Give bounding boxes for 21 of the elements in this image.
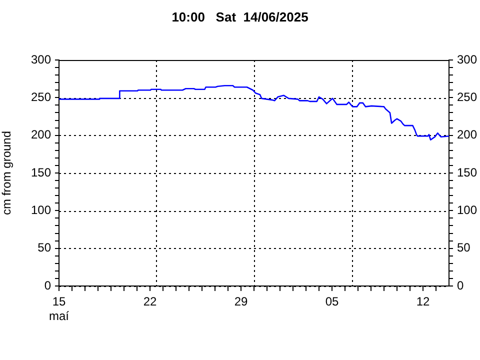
- y-axis-title: cm from ground: [0, 130, 14, 216]
- y-tick-label: 300: [30, 52, 52, 66]
- y-tick-label: 150: [30, 165, 52, 180]
- y-tick-label: 50: [38, 240, 52, 255]
- y-tick-label: 250: [30, 90, 52, 104]
- y2-tick-label: 50: [457, 240, 471, 255]
- chart-title: 10:00 Sat 14/06/2025: [172, 9, 308, 24]
- x-tick-label: 15 maí: [48, 294, 70, 323]
- y2-tick-label: 200: [457, 128, 478, 142]
- x-tick-label: 12: [416, 294, 430, 309]
- x-tick-label: 22: [143, 294, 157, 309]
- x-tick-label: 29: [234, 294, 248, 309]
- y-tick-label: 100: [30, 202, 52, 217]
- y-tick-label: 200: [30, 128, 52, 142]
- y-tick-label: 0: [44, 278, 52, 292]
- y2-tick-label: 300: [457, 52, 478, 66]
- y2-tick-label: 250: [457, 90, 478, 104]
- y2-tick-label: 100: [457, 202, 478, 217]
- y2-tick-label: 0: [457, 278, 464, 292]
- y2-tick-label: 150: [457, 165, 478, 180]
- x-tick-label: 05: [325, 294, 339, 309]
